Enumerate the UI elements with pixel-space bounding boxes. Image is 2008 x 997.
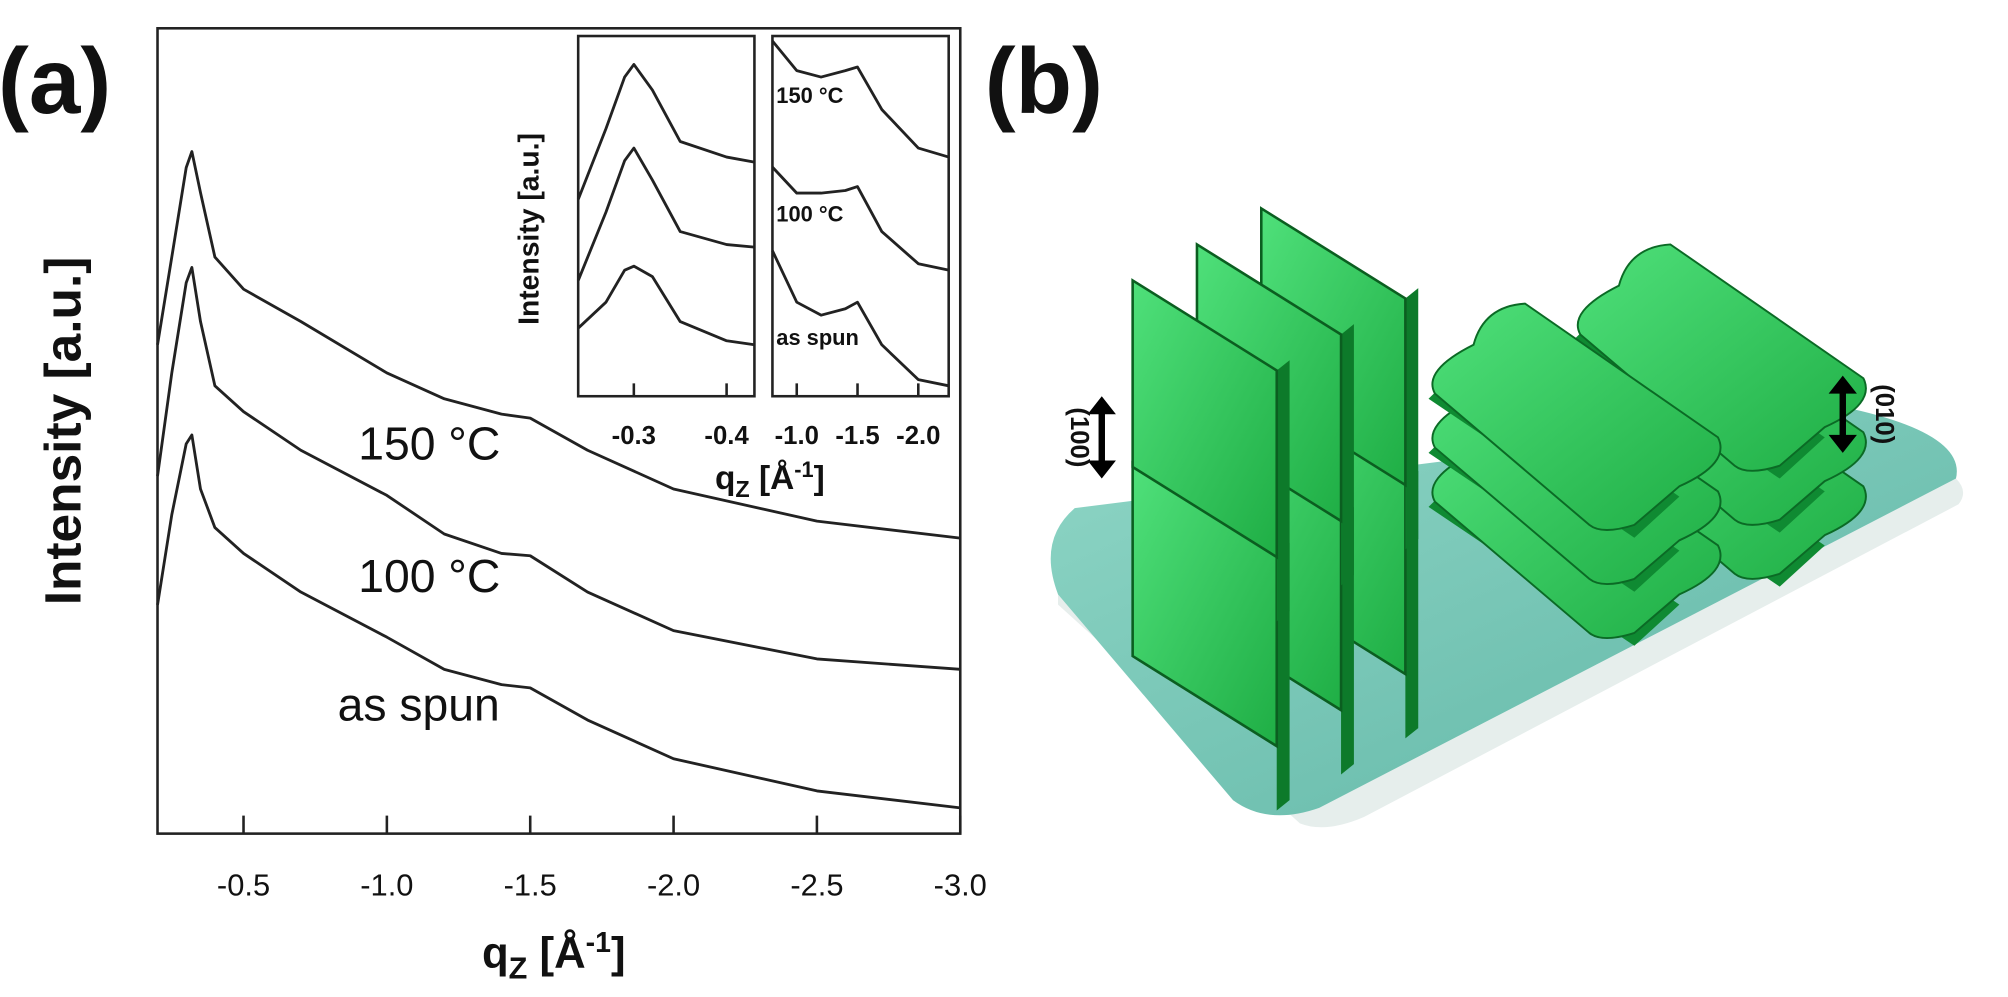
x-tick-label: -0.5 [217, 867, 270, 902]
face-plate [1431, 302, 1722, 531]
x-axis-label-part: ] [814, 460, 825, 497]
series-label: as spun [338, 678, 500, 730]
edge-on-stack [1131, 206, 1419, 811]
data-line [576, 146, 755, 282]
data-line [771, 166, 949, 272]
edge-plate-side [1341, 324, 1354, 586]
data-line [156, 266, 961, 671]
arrow-010 [1828, 375, 1857, 453]
x-tick-label: -0.4 [704, 422, 749, 450]
data-line [156, 433, 961, 810]
series-label: 100 °C [776, 201, 843, 226]
series-label: as spun [776, 325, 859, 350]
x-tick-label: -1.5 [504, 867, 557, 902]
x-tick-label: -3.0 [934, 867, 987, 902]
x-tick-label: -2.0 [647, 867, 700, 902]
data-line [576, 63, 755, 201]
series-label: 100 °C [358, 550, 500, 602]
plot-frame [576, 34, 756, 398]
plot-frame [771, 34, 950, 398]
y-axis-label: Intensity [a.u.] [512, 133, 544, 325]
arrow-100 [1087, 396, 1116, 479]
x-tick-label: -2.5 [790, 867, 843, 902]
data-line [577, 264, 755, 347]
x-axis-label: qZ [Å-1] [715, 457, 825, 502]
panel-label: (a) [0, 29, 111, 133]
x-axis-label-part: -1 [794, 457, 813, 482]
edge-plate-side [1276, 360, 1290, 622]
x-tick-label: -2.0 [896, 422, 940, 450]
x-axis-label-part: [Å [527, 928, 585, 977]
annotation: (010) [1870, 384, 1898, 444]
x-axis-label-part: Z [509, 951, 528, 985]
edge-plate-side [1405, 288, 1419, 550]
annotation: (100) [1065, 407, 1093, 467]
x-tick-label: -1.5 [835, 422, 879, 450]
x-axis-label-part: q [482, 928, 509, 977]
series-label: 150 °C [358, 417, 500, 469]
x-tick-label: -1.0 [360, 867, 413, 902]
x-axis-label-part: [Å [750, 459, 795, 497]
x-axis-label-part: q [715, 460, 735, 497]
data-line [771, 40, 950, 159]
edge-plate [1131, 278, 1279, 560]
x-axis-label-part: Z [735, 476, 749, 502]
x-axis-label-part: -1 [586, 927, 611, 959]
y-axis-label: Intensity [a.u.] [33, 257, 91, 606]
panel-label: (b) [985, 29, 1103, 133]
data-line [156, 150, 961, 540]
x-axis-label-part: ] [611, 928, 626, 977]
chart: -0.5 -1.0 -1.5 -2.0 -2.5 -3.0 150 °C 100 °C as s… [33, 27, 987, 985]
face-plate [1576, 243, 1867, 472]
data-line [771, 250, 949, 388]
face-on-stack [1428, 243, 1867, 646]
series-label: 150 °C [776, 83, 843, 108]
x-tick-label: -1.0 [775, 422, 819, 450]
illustration: (100) (010) [1050, 206, 1964, 828]
plot-frame [156, 27, 962, 835]
x-axis-label: qZ [Å-1] [482, 927, 626, 985]
chart: -1.0 -1.5 -2.0 150 °C 100 °C as spun [771, 34, 950, 450]
chart: -0.3 -0.4 Intensity [a.u.] qZ [Å-1] [512, 34, 825, 502]
x-tick-label: -0.3 [612, 422, 656, 450]
